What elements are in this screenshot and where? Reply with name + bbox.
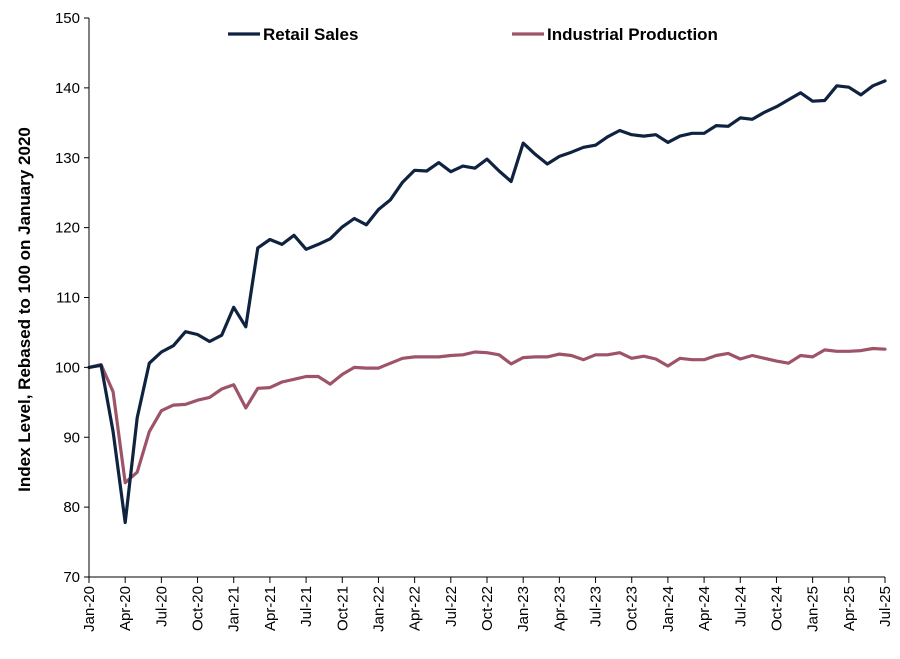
y-tick-label: 100 [55, 359, 80, 376]
x-tick-label: Apr-22 [407, 586, 424, 631]
x-tick-label: Apr-24 [696, 586, 713, 631]
y-tick-label: 150 [55, 10, 80, 27]
x-tick-label: Jan-23 [515, 586, 532, 632]
x-tick-label: Jan-24 [660, 586, 677, 632]
x-tick-label: Oct-20 [190, 586, 207, 631]
x-tick-label: Jul-21 [298, 586, 315, 627]
series-lines [87, 79, 887, 525]
legend-label: Retail Sales [263, 25, 358, 44]
x-tick-label: Apr-25 [841, 586, 858, 631]
y-tick-label: 90 [63, 429, 80, 446]
series-line-industrial-production [87, 346, 887, 485]
y-tick-label: 140 [55, 80, 80, 97]
y-tick-label: 80 [63, 499, 80, 516]
x-tick-label: Apr-20 [117, 586, 134, 631]
y-axis-title: Index Level, Rebased to 100 on January 2… [15, 127, 34, 492]
x-tick-label: Jul-22 [443, 586, 460, 627]
x-tick-label: Oct-21 [334, 586, 351, 631]
y-axis-ticks: 70 80 90 100 110 120 130 140 150 [55, 10, 89, 586]
y-tick-label: 110 [56, 290, 80, 307]
x-tick-label: Oct-24 [768, 586, 785, 631]
x-tick-label: Jan-25 [805, 586, 822, 632]
x-tick-label: Apr-23 [551, 586, 568, 631]
x-axis-ticks: Jan-20 Apr-20 Jul-20 Oct-20 Jan-21 Apr-21 Jul-… [81, 577, 894, 632]
legend-label: Industrial Production [547, 25, 718, 44]
x-tick-label: Jan-20 [81, 586, 98, 632]
x-tick-label: Jul-25 [877, 586, 894, 627]
x-tick-label: Apr-21 [262, 586, 279, 631]
x-tick-label: Jan-21 [226, 586, 243, 632]
x-tick-label: Oct-23 [624, 586, 641, 631]
x-tick-label: Jan-22 [370, 586, 387, 632]
x-tick-label: Jul-20 [153, 586, 170, 627]
y-tick-label: 70 [63, 569, 80, 586]
y-tick-label: 120 [55, 220, 80, 237]
series-line-retail-sales [87, 79, 887, 525]
x-tick-label: Oct-22 [479, 586, 496, 631]
x-tick-label: Jul-23 [588, 586, 605, 627]
x-tick-label: Jul-24 [732, 586, 749, 627]
y-tick-label: 130 [55, 150, 80, 167]
legend: Retail Sales Industrial Production [228, 25, 718, 44]
axes [88, 18, 885, 578]
